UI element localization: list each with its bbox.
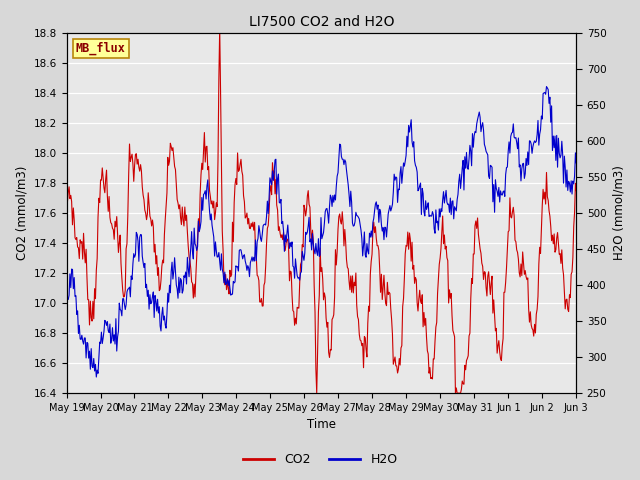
Y-axis label: CO2 (mmol/m3): CO2 (mmol/m3) [15, 166, 28, 260]
Text: MB_flux: MB_flux [76, 42, 125, 55]
Title: LI7500 CO2 and H2O: LI7500 CO2 and H2O [249, 15, 394, 29]
Legend: CO2, H2O: CO2, H2O [237, 448, 403, 471]
Y-axis label: H2O (mmol/m3): H2O (mmol/m3) [612, 166, 625, 261]
X-axis label: Time: Time [307, 419, 336, 432]
